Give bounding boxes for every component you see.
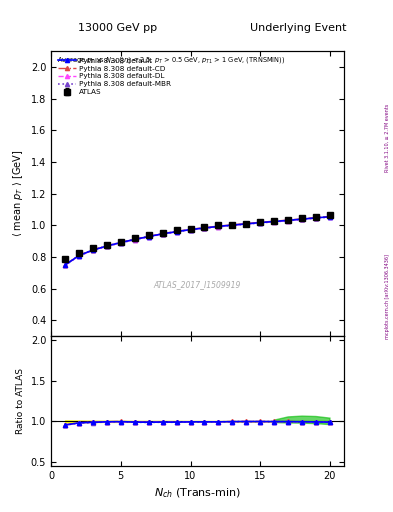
Pythia 8.308 default-MBR xyxy=(300,217,305,223)
Pythia 8.308 default-MBR xyxy=(146,234,151,240)
Pythia 8.308 default-CD xyxy=(188,226,193,232)
Pythia 8.308 default-DL xyxy=(132,237,137,243)
Pythia 8.308 default-MBR xyxy=(314,215,318,221)
Pythia 8.308 default xyxy=(160,231,165,237)
Pythia 8.308 default xyxy=(90,247,95,253)
Pythia 8.308 default-DL xyxy=(272,219,277,225)
Pythia 8.308 default-CD xyxy=(174,228,179,234)
Pythia 8.308 default xyxy=(286,217,290,223)
Pythia 8.308 default-CD xyxy=(300,216,305,222)
Line: Pythia 8.308 default: Pythia 8.308 default xyxy=(63,215,332,267)
Text: Underlying Event: Underlying Event xyxy=(250,23,347,33)
Pythia 8.308 default xyxy=(118,240,123,246)
Pythia 8.308 default-DL xyxy=(244,221,249,227)
Pythia 8.308 default-CD xyxy=(258,219,263,225)
Pythia 8.308 default-DL xyxy=(174,229,179,235)
Line: Pythia 8.308 default-CD: Pythia 8.308 default-CD xyxy=(63,215,332,267)
Pythia 8.308 default-DL xyxy=(286,218,290,224)
Pythia 8.308 default-DL xyxy=(77,252,81,259)
Pythia 8.308 default-DL xyxy=(62,262,67,268)
Pythia 8.308 default xyxy=(188,226,193,232)
Pythia 8.308 default-CD xyxy=(202,225,207,231)
Pythia 8.308 default-CD xyxy=(160,230,165,237)
Text: mcplots.cern.ch [arXiv:1306.3436]: mcplots.cern.ch [arXiv:1306.3436] xyxy=(385,254,390,339)
Pythia 8.308 default-CD xyxy=(230,222,235,228)
Pythia 8.308 default-MBR xyxy=(244,221,249,227)
Pythia 8.308 default xyxy=(146,233,151,240)
Pythia 8.308 default-MBR xyxy=(62,262,67,268)
Pythia 8.308 default-CD xyxy=(77,252,81,258)
Y-axis label: $\langle$ mean $p_T$ $\rangle$ [GeV]: $\langle$ mean $p_T$ $\rangle$ [GeV] xyxy=(11,150,25,238)
Pythia 8.308 default-MBR xyxy=(286,218,290,224)
Polygon shape xyxy=(274,416,330,424)
Text: Average $p_T$ vs $N_{ch}$ (|$\eta$| < 2.5, $p_T$ > 0.5 GeV, $p_{T1}$ > 1 GeV, (T: Average $p_T$ vs $N_{ch}$ (|$\eta$| < 2.… xyxy=(57,55,285,67)
Pythia 8.308 default xyxy=(77,252,81,259)
Pythia 8.308 default xyxy=(202,225,207,231)
Pythia 8.308 default-CD xyxy=(118,239,123,245)
Pythia 8.308 default xyxy=(272,219,277,225)
Pythia 8.308 default xyxy=(300,216,305,222)
Pythia 8.308 default xyxy=(132,237,137,243)
Line: Pythia 8.308 default-MBR: Pythia 8.308 default-MBR xyxy=(63,215,332,267)
Pythia 8.308 default-MBR xyxy=(132,237,137,243)
Pythia 8.308 default-CD xyxy=(272,218,277,224)
Pythia 8.308 default-DL xyxy=(105,243,109,249)
Pythia 8.308 default-CD xyxy=(62,262,67,268)
Pythia 8.308 default-MBR xyxy=(118,240,123,246)
Pythia 8.308 default-CD xyxy=(132,236,137,242)
Pythia 8.308 default-CD xyxy=(90,247,95,253)
Pythia 8.308 default xyxy=(328,214,332,220)
Y-axis label: Ratio to ATLAS: Ratio to ATLAS xyxy=(16,368,25,434)
Pythia 8.308 default-DL xyxy=(230,222,235,228)
Pythia 8.308 default-MBR xyxy=(188,227,193,233)
Pythia 8.308 default xyxy=(62,262,67,268)
Pythia 8.308 default-MBR xyxy=(202,225,207,231)
Text: Rivet 3.1.10, ≥ 2.7M events: Rivet 3.1.10, ≥ 2.7M events xyxy=(385,104,390,173)
Pythia 8.308 default-DL xyxy=(146,233,151,240)
Pythia 8.308 default xyxy=(174,228,179,234)
Pythia 8.308 default-DL xyxy=(258,220,263,226)
Pythia 8.308 default-CD xyxy=(328,214,332,220)
Pythia 8.308 default-DL xyxy=(188,227,193,233)
Pythia 8.308 default-MBR xyxy=(174,229,179,235)
Pythia 8.308 default-MBR xyxy=(258,220,263,226)
Pythia 8.308 default-MBR xyxy=(216,224,221,230)
Text: 13000 GeV pp: 13000 GeV pp xyxy=(78,23,158,33)
Pythia 8.308 default-DL xyxy=(160,231,165,237)
Legend: Pythia 8.308 default, Pythia 8.308 default-CD, Pythia 8.308 default-DL, Pythia 8: Pythia 8.308 default, Pythia 8.308 defau… xyxy=(55,55,174,98)
Pythia 8.308 default xyxy=(216,223,221,229)
Pythia 8.308 default-MBR xyxy=(230,222,235,228)
Pythia 8.308 default-DL xyxy=(328,214,332,220)
Pythia 8.308 default-MBR xyxy=(328,214,332,220)
Pythia 8.308 default-MBR xyxy=(90,247,95,253)
Pythia 8.308 default-CD xyxy=(216,223,221,229)
Pythia 8.308 default-CD xyxy=(244,221,249,227)
Pythia 8.308 default-DL xyxy=(90,247,95,253)
Pythia 8.308 default-CD xyxy=(146,233,151,239)
Line: Pythia 8.308 default-DL: Pythia 8.308 default-DL xyxy=(63,215,332,267)
Pythia 8.308 default xyxy=(258,220,263,226)
Pythia 8.308 default-MBR xyxy=(105,243,109,249)
Pythia 8.308 default-DL xyxy=(300,216,305,222)
Pythia 8.308 default-CD xyxy=(286,217,290,223)
Pythia 8.308 default xyxy=(105,243,109,249)
Pythia 8.308 default xyxy=(314,215,318,221)
X-axis label: $N_{ch}$ (Trans-min): $N_{ch}$ (Trans-min) xyxy=(154,486,241,500)
Pythia 8.308 default-DL xyxy=(314,215,318,221)
Pythia 8.308 default xyxy=(230,222,235,228)
Pythia 8.308 default xyxy=(244,221,249,227)
Text: ATLAS_2017_I1509919: ATLAS_2017_I1509919 xyxy=(154,281,241,289)
Pythia 8.308 default-MBR xyxy=(272,219,277,225)
Pythia 8.308 default-MBR xyxy=(77,253,81,259)
Pythia 8.308 default-CD xyxy=(105,243,109,249)
Pythia 8.308 default-MBR xyxy=(160,231,165,237)
Pythia 8.308 default-DL xyxy=(202,225,207,231)
Pythia 8.308 default-DL xyxy=(216,223,221,229)
Pythia 8.308 default-CD xyxy=(314,215,318,221)
Pythia 8.308 default-DL xyxy=(118,240,123,246)
